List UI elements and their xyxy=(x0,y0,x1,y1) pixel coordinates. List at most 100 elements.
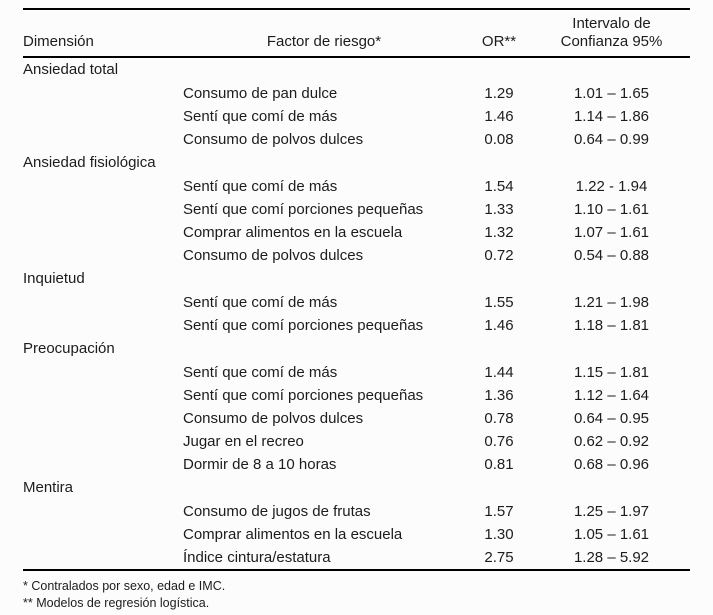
header-ci-line2: Confianza 95% xyxy=(560,33,663,50)
table-row: Sentí que comí de más 1.44 1.15 – 1.81 xyxy=(23,361,690,384)
header-dimension: Dimensión xyxy=(23,9,183,58)
table-row: Sentí que comí porciones pequeñas 1.46 1… xyxy=(23,314,690,337)
factor-cell: Sentí que comí de más xyxy=(183,364,338,381)
dimension-row: Ansiedad fisiológica xyxy=(23,151,690,175)
factor-cell: Comprar alimentos en la escuela xyxy=(183,224,403,241)
table-row: Consumo de polvos dulces 0.72 0.54 – 0.8… xyxy=(23,244,690,267)
header-or: OR** xyxy=(465,9,533,58)
or-cell: 1.54 xyxy=(484,178,514,195)
header-confidence-interval: Intervalo de Confianza 95% xyxy=(533,9,690,58)
table-row: Consumo de pan dulce 1.29 1.01 – 1.65 xyxy=(23,82,690,105)
footnote-controls: * Contralados por sexo, edad e IMC. xyxy=(23,579,226,593)
dimension-cell xyxy=(23,523,183,546)
factor-cell: Comprar alimentos en la escuela xyxy=(183,526,403,543)
factor-cell: Sentí que comí de más xyxy=(183,294,338,311)
dimension-cell xyxy=(23,407,183,430)
dimension-cell xyxy=(23,175,183,198)
factor-cell: Sentí que comí porciones pequeñas xyxy=(183,317,424,334)
factor-cell: Consumo de jugos de frutas xyxy=(183,503,371,520)
table-row: Comprar alimentos en la escuela 1.32 1.0… xyxy=(23,221,690,244)
or-cell: 2.75 xyxy=(484,549,514,566)
or-cell: 1.46 xyxy=(484,108,514,125)
table-row: Sentí que comí porciones pequeñas 1.36 1… xyxy=(23,384,690,407)
footnote-model: ** Modelos de regresión logística. xyxy=(23,596,210,610)
or-cell: 1.33 xyxy=(484,201,514,218)
ci-cell: 0.68 – 0.96 xyxy=(573,456,650,473)
or-cell: 0.81 xyxy=(484,456,514,473)
dimension-cell xyxy=(23,221,183,244)
ci-cell: 1.12 – 1.64 xyxy=(573,387,650,404)
table-row: Sentí que comí porciones pequeñas 1.33 1… xyxy=(23,198,690,221)
header-ci-line1: Intervalo de xyxy=(572,15,651,32)
dimension-row: Inquietud xyxy=(23,267,690,291)
or-cell: 1.32 xyxy=(484,224,514,241)
dimension-row: Ansiedad total xyxy=(23,57,690,82)
table-header: Dimensión Factor de riesgo* OR** Interva… xyxy=(23,9,690,58)
table-row: Sentí que comí de más 1.54 1.22 - 1.94 xyxy=(23,175,690,198)
or-cell: 0.08 xyxy=(484,131,514,148)
or-cell: 1.44 xyxy=(484,364,514,381)
factor-cell: Índice cintura/estatura xyxy=(183,549,331,566)
ci-cell: 1.15 – 1.81 xyxy=(573,364,650,381)
table-row: Comprar alimentos en la escuela 1.30 1.0… xyxy=(23,523,690,546)
factor-cell: Sentí que comí porciones pequeñas xyxy=(183,201,424,218)
dimension-label: Ansiedad fisiológica xyxy=(23,154,156,171)
dimension-cell xyxy=(23,82,183,105)
table-row: Dormir de 8 a 10 horas 0.81 0.68 – 0.96 xyxy=(23,453,690,476)
footnotes: * Contralados por sexo, edad e IMC. ** M… xyxy=(23,578,690,612)
or-cell: 0.76 xyxy=(484,433,514,450)
factor-cell: Consumo de polvos dulces xyxy=(183,131,364,148)
ci-cell: 0.64 – 0.99 xyxy=(573,131,650,148)
dimension-cell xyxy=(23,500,183,523)
table-row: Jugar en el recreo 0.76 0.62 – 0.92 xyxy=(23,430,690,453)
table-row: Consumo de polvos dulces 0.08 0.64 – 0.9… xyxy=(23,128,690,151)
or-cell: 1.30 xyxy=(484,526,514,543)
dimension-cell xyxy=(23,453,183,476)
factor-cell: Jugar en el recreo xyxy=(183,433,304,450)
header-factor: Factor de riesgo* xyxy=(183,9,465,58)
table-row: Sentí que comí de más 1.55 1.21 – 1.98 xyxy=(23,291,690,314)
dimension-cell xyxy=(23,198,183,221)
ci-cell: 1.05 – 1.61 xyxy=(573,526,650,543)
ci-cell: 1.25 – 1.97 xyxy=(573,503,650,520)
or-cell: 1.57 xyxy=(484,503,514,520)
ci-cell: 1.14 – 1.86 xyxy=(573,108,650,125)
ci-cell: 0.64 – 0.95 xyxy=(573,410,650,427)
factor-cell: Sentí que comí de más xyxy=(183,178,338,195)
dimension-cell xyxy=(23,361,183,384)
dimension-cell xyxy=(23,430,183,453)
table-row: Sentí que comí de más 1.46 1.14 – 1.86 xyxy=(23,105,690,128)
ci-cell: 1.18 – 1.81 xyxy=(573,317,650,334)
factor-cell: Sentí que comí de más xyxy=(183,108,338,125)
or-cell: 1.55 xyxy=(484,294,514,311)
or-cell: 1.29 xyxy=(484,85,514,102)
factor-cell: Consumo de pan dulce xyxy=(183,85,338,102)
risk-factors-table: Dimensión Factor de riesgo* OR** Interva… xyxy=(23,8,690,571)
factor-cell: Sentí que comí porciones pequeñas xyxy=(183,387,424,404)
ci-cell: 0.62 – 0.92 xyxy=(573,433,650,450)
or-cell: 1.46 xyxy=(484,317,514,334)
ci-cell: 0.54 – 0.88 xyxy=(573,247,650,264)
dimension-cell xyxy=(23,314,183,337)
dimension-label: Preocupación xyxy=(23,340,115,357)
table-row: Consumo de polvos dulces 0.78 0.64 – 0.9… xyxy=(23,407,690,430)
ci-cell: 1.10 – 1.61 xyxy=(573,201,650,218)
dimension-cell xyxy=(23,244,183,267)
factor-cell: Consumo de polvos dulces xyxy=(183,247,364,264)
dimension-label: Mentira xyxy=(23,479,74,496)
dimension-cell xyxy=(23,546,183,570)
ci-cell: 1.28 – 5.92 xyxy=(573,549,650,566)
ci-cell: 1.07 – 1.61 xyxy=(573,224,650,241)
ci-cell: 1.22 - 1.94 xyxy=(575,178,648,195)
table-row: Consumo de jugos de frutas 1.57 1.25 – 1… xyxy=(23,500,690,523)
dimension-row: Preocupación xyxy=(23,337,690,361)
factor-cell: Dormir de 8 a 10 horas xyxy=(183,456,337,473)
ci-cell: 1.01 – 1.65 xyxy=(573,85,650,102)
ci-cell: 1.21 – 1.98 xyxy=(573,294,650,311)
dimension-cell xyxy=(23,128,183,151)
dimension-cell xyxy=(23,291,183,314)
or-cell: 1.36 xyxy=(484,387,514,404)
or-cell: 0.78 xyxy=(484,410,514,427)
dimension-label: Inquietud xyxy=(23,270,85,287)
